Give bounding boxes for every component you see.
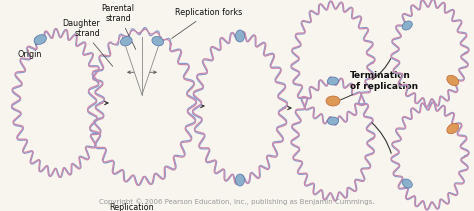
- Ellipse shape: [326, 96, 340, 106]
- Text: Parental
strand: Parental strand: [101, 4, 136, 50]
- Text: Origin: Origin: [18, 39, 42, 59]
- Text: Daughter
strand: Daughter strand: [62, 19, 113, 66]
- Ellipse shape: [236, 30, 245, 42]
- Ellipse shape: [152, 37, 164, 46]
- Ellipse shape: [34, 35, 46, 45]
- Text: Termination
of replication: Termination of replication: [340, 71, 418, 100]
- Ellipse shape: [402, 21, 412, 30]
- Text: Replication forks: Replication forks: [172, 8, 242, 38]
- Ellipse shape: [402, 179, 412, 188]
- Ellipse shape: [328, 77, 338, 85]
- Ellipse shape: [447, 75, 459, 86]
- Ellipse shape: [328, 117, 338, 125]
- Ellipse shape: [120, 37, 132, 46]
- Text: Replication
proceeds in
both directions: Replication proceeds in both directions: [102, 203, 162, 211]
- Text: Copyright © 2006 Pearson Education, Inc., publishing as Benjamin Cummings.: Copyright © 2006 Pearson Education, Inc.…: [99, 198, 375, 205]
- Ellipse shape: [236, 174, 245, 186]
- Ellipse shape: [447, 123, 459, 134]
